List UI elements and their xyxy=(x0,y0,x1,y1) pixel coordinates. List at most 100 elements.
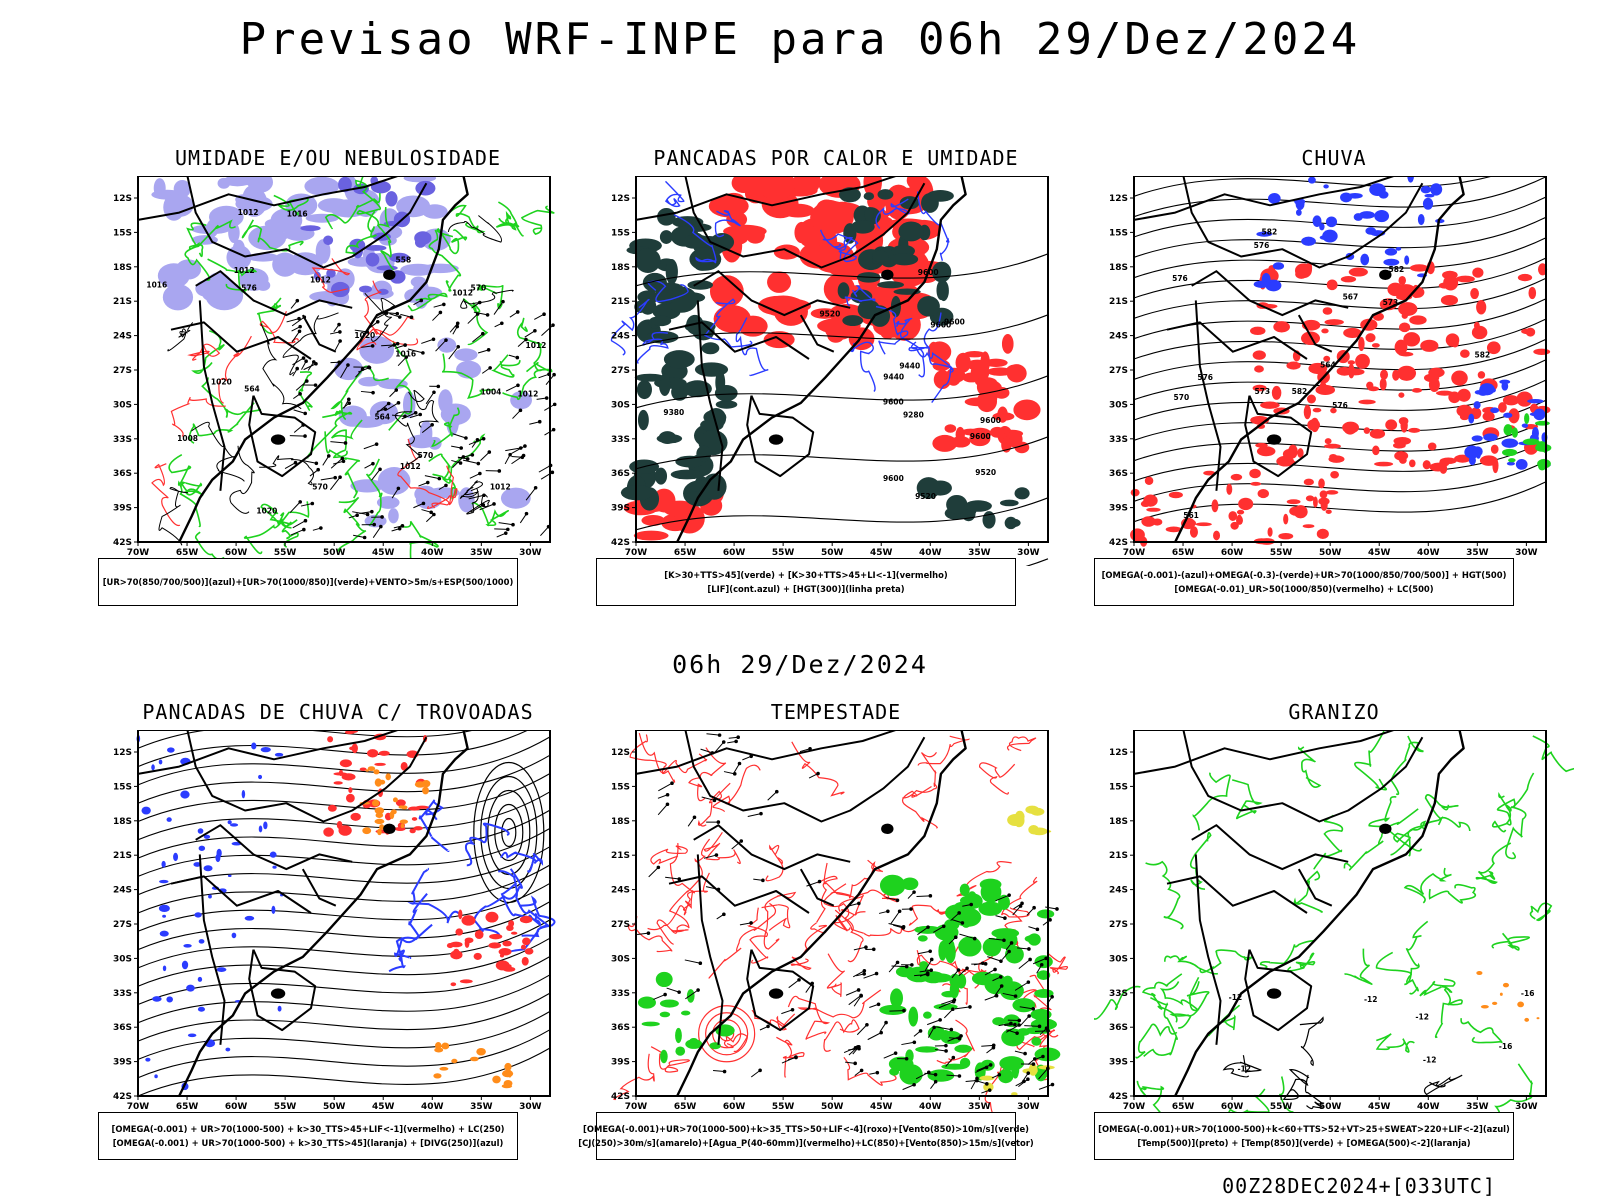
wind-vector xyxy=(945,1057,954,1067)
field-cell xyxy=(260,747,271,753)
vector-head xyxy=(856,988,861,992)
border-line xyxy=(693,270,851,317)
lon-label: 50W xyxy=(821,1102,844,1112)
field-cell xyxy=(1301,236,1316,246)
vector-head xyxy=(503,531,508,535)
streamline xyxy=(137,1010,551,1060)
field-cell xyxy=(1305,495,1315,502)
vector-head xyxy=(403,414,407,419)
vector-head xyxy=(959,1034,963,1038)
contour-line xyxy=(1343,808,1419,871)
contour-line xyxy=(218,335,252,404)
wind-vector xyxy=(706,733,720,736)
contour-line xyxy=(464,822,510,867)
vector-head xyxy=(413,411,418,415)
border-line xyxy=(1194,300,1222,491)
wind-vector xyxy=(987,956,1002,962)
wind-vector xyxy=(394,344,406,349)
streamline xyxy=(137,730,477,749)
wind-vector xyxy=(472,333,484,343)
contour-value: 9440 xyxy=(899,361,920,370)
vector-head xyxy=(876,1002,881,1007)
field-cell xyxy=(261,231,290,241)
border-line xyxy=(1133,176,1394,221)
lat-label: 30S xyxy=(1109,400,1128,410)
wind-vector xyxy=(538,373,550,379)
wind-vector xyxy=(512,409,521,419)
contour-value: 9600 xyxy=(930,321,951,330)
field-cell xyxy=(1498,402,1507,413)
legend-line: [LIF](cont.azul) + [HGT(300)](linha pret… xyxy=(707,584,905,594)
field-cell xyxy=(389,252,410,263)
map-umidade: 1012 1012 1012 1012 1012 1020 1020 1012 1012 1016… xyxy=(113,176,557,566)
vector-head xyxy=(737,761,742,766)
lat-label: 18S xyxy=(113,817,132,827)
field-cell xyxy=(1476,300,1487,315)
field-cell xyxy=(1283,513,1289,525)
vector-head xyxy=(397,526,402,531)
field-cell xyxy=(159,930,169,937)
wind-vector xyxy=(291,331,300,343)
wind-vector xyxy=(951,919,963,924)
lon-label: 55W xyxy=(772,1102,795,1112)
contour-line xyxy=(399,520,439,564)
contour-line xyxy=(311,258,351,294)
field-cell xyxy=(338,176,352,193)
contour-line xyxy=(1001,876,1038,918)
wind-vector xyxy=(462,459,479,465)
field-cell xyxy=(1226,483,1233,495)
wind-vector xyxy=(788,979,800,989)
field-cell xyxy=(263,821,268,830)
contour-line xyxy=(1419,978,1456,997)
wind-vector xyxy=(498,522,514,526)
wind-vector xyxy=(538,465,551,473)
field-cell xyxy=(470,1056,479,1062)
contour-line xyxy=(936,1019,975,1064)
contour-line xyxy=(797,989,882,1019)
contour-line xyxy=(1491,932,1530,951)
contour-value: 9520 xyxy=(975,468,996,477)
panel-title: UMIDADE E/OU NEBULOSIDADE xyxy=(174,146,502,170)
contour-value: 564 xyxy=(374,412,390,421)
contour-value: 1016 xyxy=(395,350,416,359)
legend-line: [OMEGA(-0.01)_UR>50(1000/850)(vermelho) … xyxy=(1174,584,1434,594)
vector-head xyxy=(1007,893,1011,897)
field-cell xyxy=(1319,490,1328,499)
wind-vector xyxy=(739,922,752,926)
field-cell xyxy=(1417,213,1425,226)
wind-vector xyxy=(934,1049,947,1052)
lon-label: 70W xyxy=(127,1102,150,1112)
field-cell xyxy=(968,427,992,440)
vector-head xyxy=(965,966,969,971)
vector-head xyxy=(941,924,946,929)
vector-head xyxy=(395,341,400,346)
contour-line xyxy=(495,201,525,237)
contour-line xyxy=(462,298,489,346)
vector-head xyxy=(371,461,375,466)
field-cell xyxy=(341,773,356,781)
contour-value: 9600 xyxy=(883,474,904,483)
field-cell xyxy=(1379,377,1387,391)
vector-head xyxy=(1013,1022,1017,1027)
vector-head xyxy=(875,1070,880,1075)
contour-line xyxy=(875,198,910,229)
field-cell xyxy=(373,769,380,775)
field-cell xyxy=(1282,449,1296,460)
field-cell xyxy=(1479,385,1495,395)
lat-label: 39S xyxy=(611,504,630,514)
field-cell xyxy=(414,231,432,245)
wind-vector xyxy=(723,771,735,775)
border-line xyxy=(668,875,810,914)
contour-line xyxy=(418,799,450,852)
contour-line xyxy=(1368,795,1423,852)
field-cell xyxy=(758,176,795,201)
field-cell xyxy=(1230,521,1239,530)
field-cell xyxy=(338,825,352,836)
vector-head xyxy=(912,1082,916,1087)
field-cell xyxy=(1397,365,1417,381)
field-cell xyxy=(657,207,676,226)
wind-vector xyxy=(731,840,742,850)
field-cell xyxy=(955,426,965,443)
lon-label: 40W xyxy=(421,1102,444,1112)
